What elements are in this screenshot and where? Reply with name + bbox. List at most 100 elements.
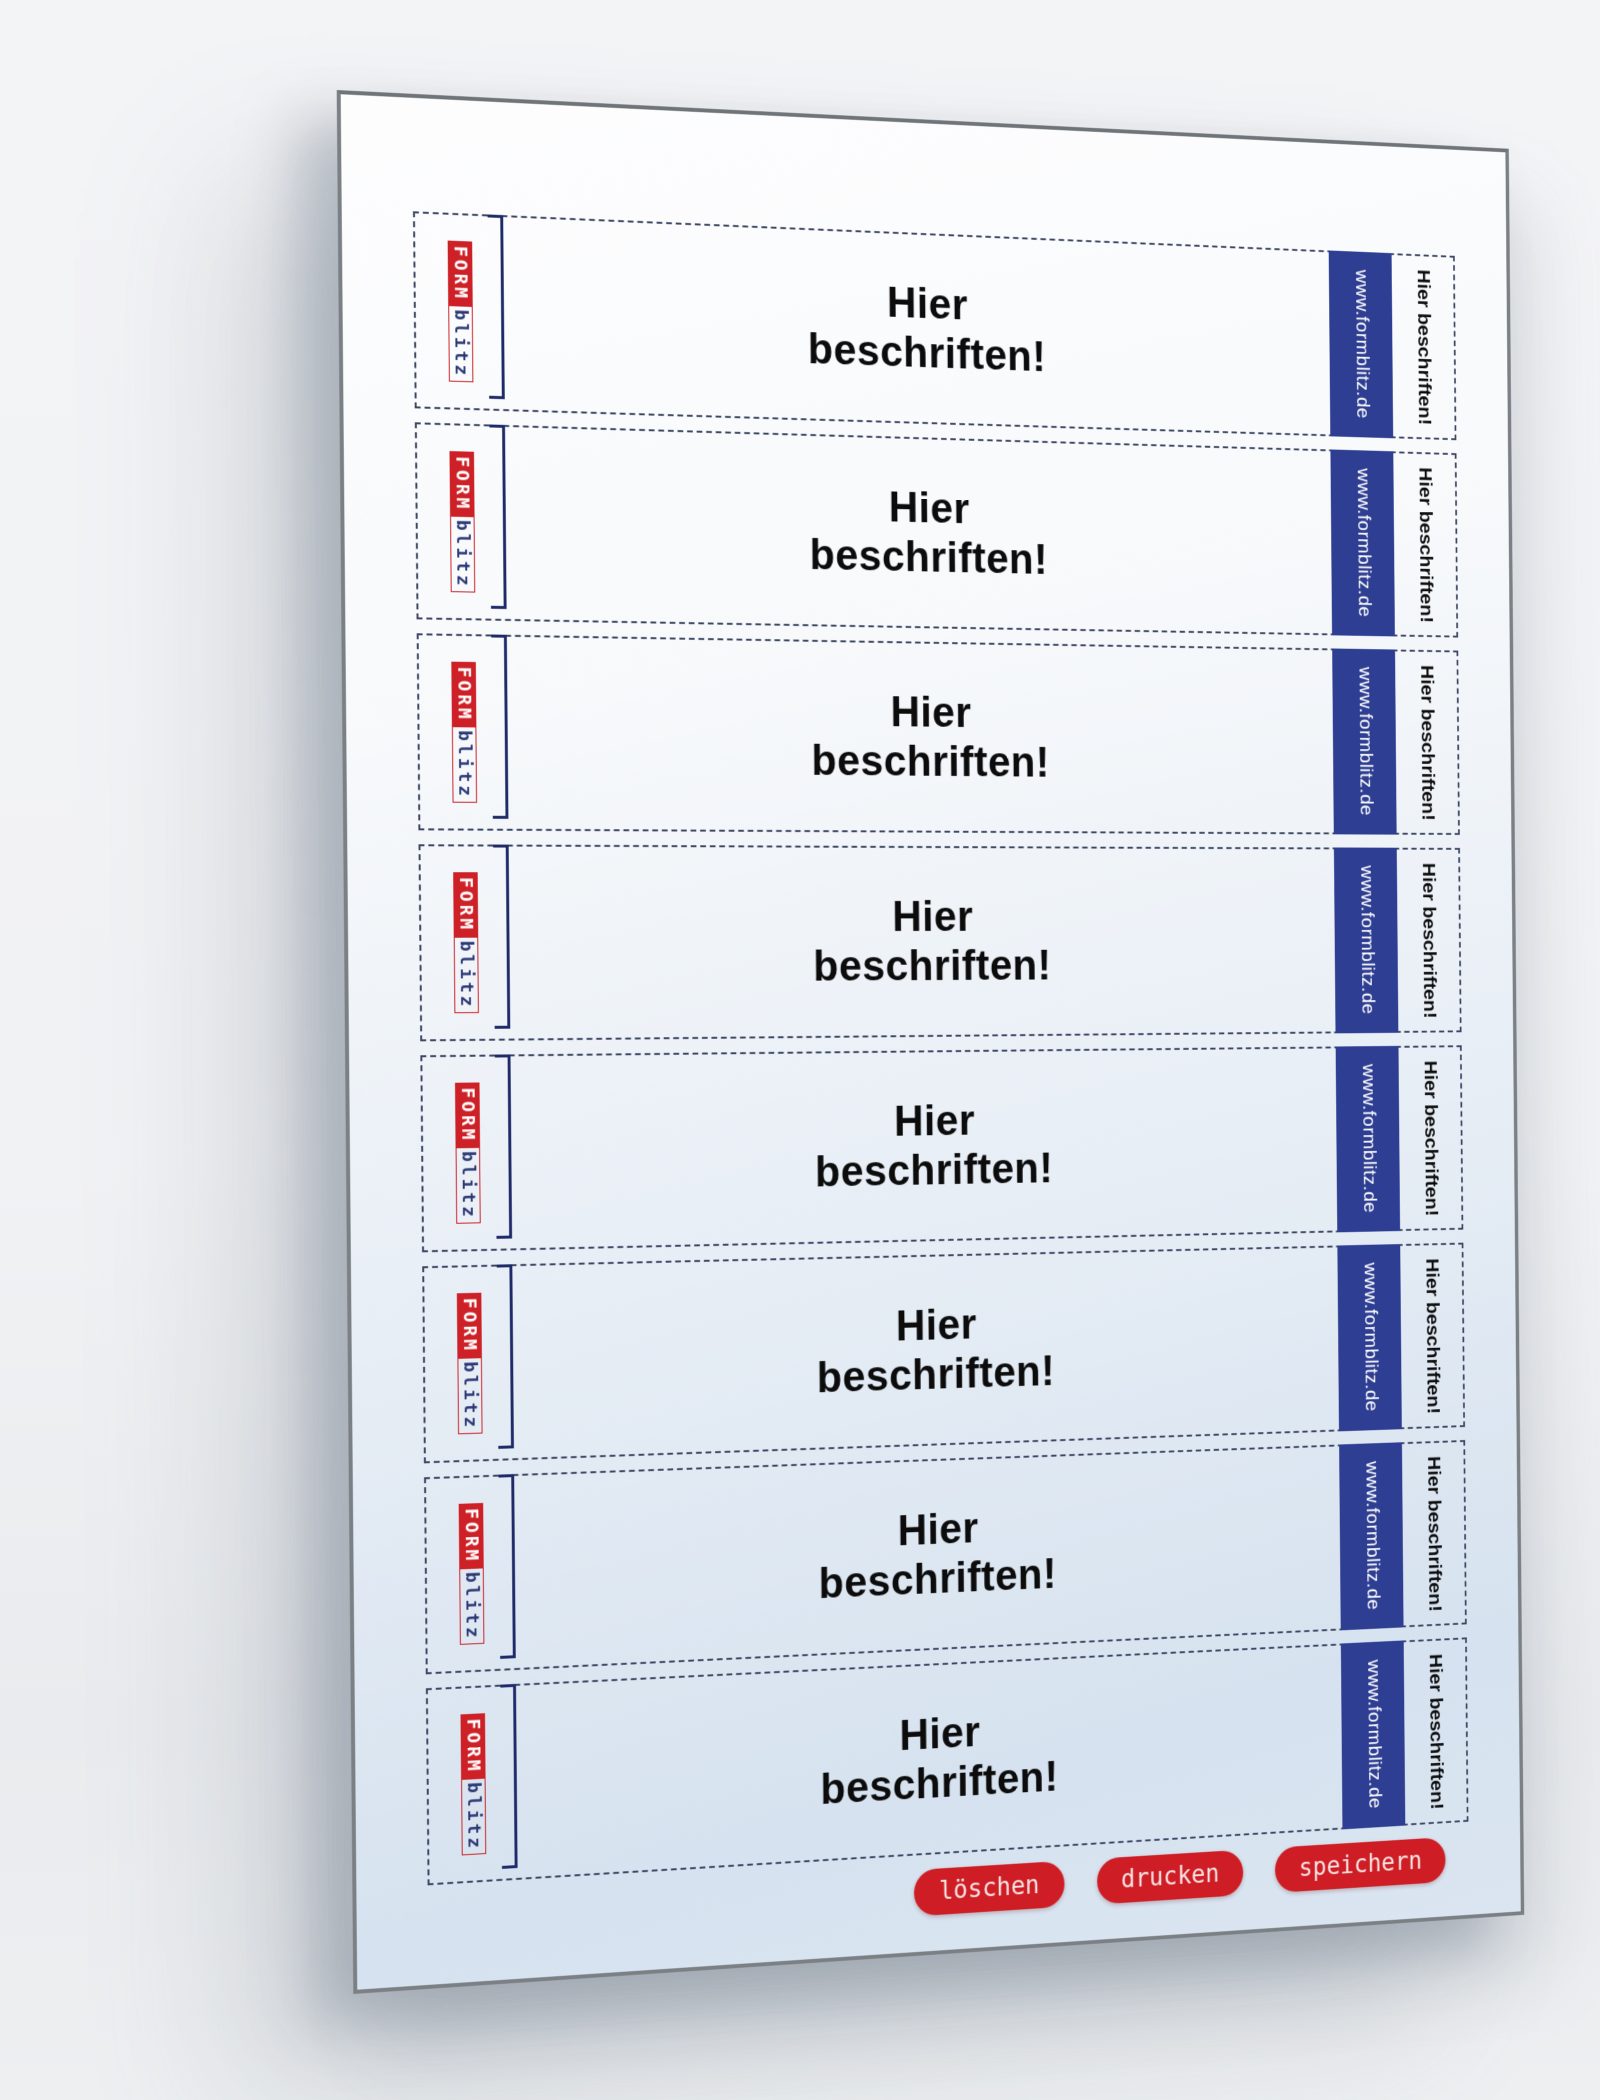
url-text: www.formblitz.de	[1352, 468, 1374, 618]
tab-label: Hier beschriften!	[1418, 862, 1440, 1019]
label-strip-1: FORMblitz Hier beschriften! www.formblit…	[412, 211, 1457, 441]
formblitz-url-bar: www.formblitz.de	[1330, 449, 1395, 637]
formblitz-url-bar: www.formblitz.de	[1332, 648, 1397, 835]
tab-label: Hier beschriften!	[1425, 1652, 1447, 1810]
label-strip-3: FORMblitz Hier beschriften! www.formblit…	[416, 633, 1460, 835]
formblitz-logo: FORMblitz	[420, 844, 511, 1039]
url-text: www.formblitz.de	[1354, 667, 1376, 817]
logo-text: FORMblitz	[458, 1502, 485, 1646]
logo-text: FORMblitz	[451, 661, 478, 804]
delete-button[interactable]: löschen	[913, 1860, 1065, 1917]
logo-bracket-line	[496, 1264, 514, 1449]
logo-blitz-text: blitz	[455, 1147, 481, 1225]
logo-blitz-text: blitz	[457, 1357, 483, 1435]
logo-text: FORMblitz	[456, 1292, 483, 1435]
logo-text: FORMblitz	[455, 1082, 481, 1225]
spine-tab: Hier beschriften!	[1397, 850, 1460, 1031]
label-strip-6: FORMblitz Hier beschriften! www.formblit…	[422, 1242, 1465, 1464]
formblitz-logo: FORMblitz	[422, 1054, 513, 1250]
formblitz-url-bar: www.formblitz.de	[1340, 1640, 1406, 1830]
label-strips: FORMblitz Hier beschriften! www.formblit…	[412, 211, 1469, 1886]
spine-tab: Hier beschriften!	[1400, 1245, 1463, 1428]
label-placeholder-text: Hier beschriften!	[809, 483, 1049, 584]
logo-text: FORMblitz	[460, 1712, 487, 1856]
spine-tab: Hier beschriften!	[1395, 651, 1458, 833]
label-strip-7: FORMblitz Hier beschriften! www.formblit…	[424, 1440, 1467, 1675]
formblitz-logo: FORMblitz	[428, 1683, 518, 1883]
logo-blitz-text: blitz	[450, 515, 476, 593]
url-text: www.formblitz.de	[1363, 1659, 1384, 1810]
logo-blitz-text: blitz	[453, 936, 479, 1014]
formblitz-logo: FORMblitz	[419, 634, 509, 828]
formblitz-logo: FORMblitz	[417, 424, 507, 619]
label-field[interactable]: Hier beschriften!	[507, 637, 1334, 833]
tab-label: Hier beschriften!	[1420, 1060, 1442, 1216]
label-field[interactable]: Hier beschriften!	[503, 217, 1330, 434]
formblitz-url-bar: www.formblitz.de	[1337, 1244, 1402, 1432]
formblitz-url-bar: www.formblitz.de	[1335, 1045, 1401, 1233]
label-field[interactable]: Hier beschriften!	[511, 1048, 1338, 1248]
spine-tab: Hier beschriften!	[1398, 1047, 1461, 1229]
label-placeholder-text: Hier beschriften!	[807, 278, 1047, 381]
logo-bracket-line	[491, 634, 509, 819]
sheet-content: FORMblitz Hier beschriften! www.formblit…	[412, 211, 1469, 1985]
url-text: www.formblitz.de	[1361, 1461, 1383, 1612]
label-field[interactable]: Hier beschriften!	[512, 1247, 1339, 1458]
label-strip-4: FORMblitz Hier beschriften! www.formblit…	[418, 844, 1462, 1042]
formblitz-logo: FORMblitz	[415, 213, 505, 409]
label-placeholder-text: Hier beschriften!	[820, 1708, 1059, 1814]
logo-form-text: FORM	[458, 1502, 484, 1569]
formblitz-url-bar: www.formblitz.de	[1328, 250, 1394, 439]
formblitz-logo: FORMblitz	[426, 1474, 516, 1672]
label-placeholder-text: Hier beschriften!	[811, 688, 1050, 787]
print-button[interactable]: drucken	[1096, 1849, 1244, 1905]
logo-blitz-text: blitz	[461, 1777, 487, 1856]
logo-blitz-text: blitz	[451, 726, 478, 804]
logo-text: FORMblitz	[449, 450, 476, 593]
document-page: FORMblitz Hier beschriften! www.formblit…	[336, 90, 1525, 1994]
logo-form-text: FORM	[460, 1712, 486, 1780]
formblitz-logo: FORMblitz	[424, 1264, 514, 1461]
logo-form-text: FORM	[447, 240, 473, 307]
tab-label: Hier beschriften!	[1416, 664, 1438, 821]
logo-text: FORMblitz	[453, 871, 479, 1014]
url-text: www.formblitz.de	[1358, 1064, 1379, 1214]
spine-tab: Hier beschriften!	[1404, 1639, 1467, 1823]
formblitz-url-bar: www.formblitz.de	[1333, 847, 1399, 1034]
label-placeholder-text: Hier beschriften!	[816, 1300, 1056, 1403]
logo-blitz-text: blitz	[459, 1567, 485, 1646]
spine-tab: Hier beschriften!	[1393, 453, 1456, 635]
tab-label: Hier beschriften!	[1414, 466, 1437, 623]
spine-tab: Hier beschriften!	[1392, 255, 1455, 438]
label-field[interactable]: Hier beschriften!	[509, 847, 1336, 1039]
label-field[interactable]: Hier beschriften!	[505, 427, 1332, 634]
tab-label: Hier beschriften!	[1421, 1257, 1444, 1414]
logo-bracket-line	[500, 1683, 518, 1869]
label-field[interactable]: Hier beschriften!	[516, 1645, 1342, 1877]
label-placeholder-text: Hier beschriften!	[818, 1504, 1057, 1608]
spine-tab: Hier beschriften!	[1402, 1442, 1465, 1626]
logo-bracket-line	[493, 844, 511, 1029]
label-field[interactable]: Hier beschriften!	[514, 1446, 1341, 1668]
logo-bracket-line	[489, 424, 507, 610]
logo-form-text: FORM	[456, 1292, 482, 1358]
url-text: www.formblitz.de	[1351, 269, 1372, 420]
logo-form-text: FORM	[453, 871, 479, 937]
tab-label: Hier beschriften!	[1413, 268, 1435, 426]
url-text: www.formblitz.de	[1359, 1262, 1381, 1413]
label-placeholder-text: Hier beschriften!	[814, 1097, 1054, 1197]
url-text: www.formblitz.de	[1356, 865, 1377, 1015]
save-button[interactable]: speichern	[1274, 1837, 1446, 1893]
label-placeholder-text: Hier beschriften!	[813, 893, 1052, 991]
logo-bracket-line	[487, 214, 505, 400]
logo-blitz-text: blitz	[448, 305, 474, 383]
logo-bracket-line	[498, 1474, 516, 1659]
logo-form-text: FORM	[449, 450, 475, 517]
label-strip-2: FORMblitz Hier beschriften! www.formblit…	[414, 422, 1459, 638]
tab-label: Hier beschriften!	[1423, 1455, 1445, 1612]
logo-form-text: FORM	[451, 661, 477, 727]
logo-text: FORMblitz	[447, 240, 474, 383]
logo-bracket-line	[494, 1054, 513, 1239]
label-strip-5: FORMblitz Hier beschriften! www.formblit…	[420, 1045, 1464, 1253]
